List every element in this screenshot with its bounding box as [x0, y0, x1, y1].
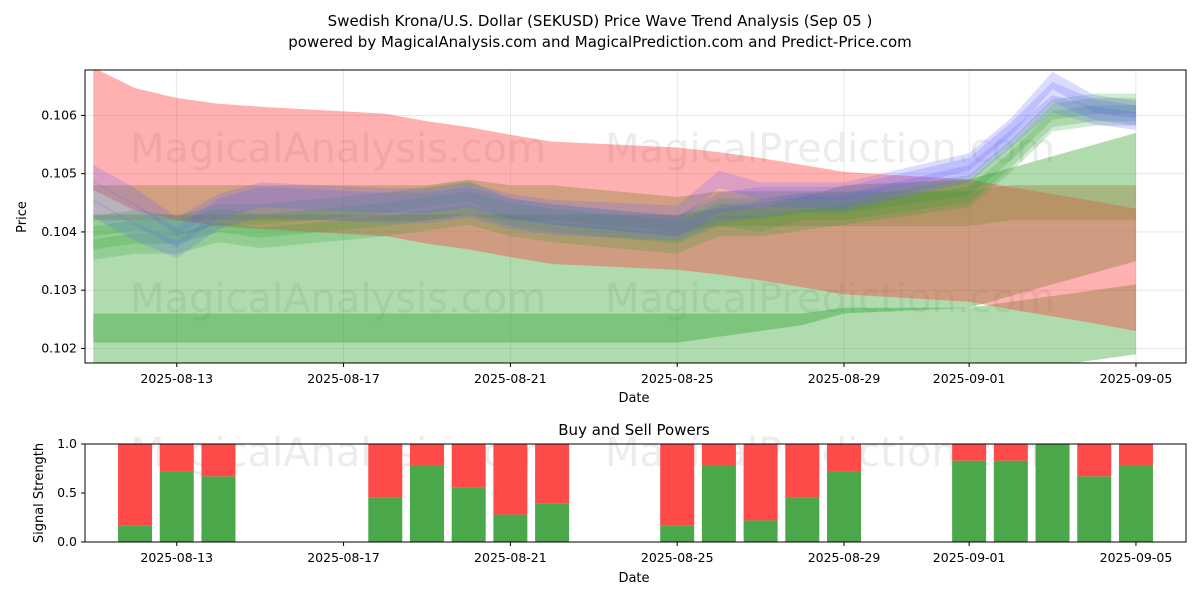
- signal-y-tick-label: 0.0: [57, 534, 77, 549]
- sell-bar: [409, 444, 444, 466]
- signal-x-tick-label: 2025-08-25: [641, 550, 714, 565]
- price-y-tick-label: 0.104: [41, 224, 77, 239]
- band-trend-channel-green--0: [93, 132, 1136, 343]
- price-y-tick-label: 0.102: [41, 340, 77, 355]
- signal-y-tick-label: 1.0: [57, 436, 77, 451]
- sell-bar: [952, 444, 987, 461]
- sell-bar: [660, 444, 695, 526]
- sell-bar: [701, 444, 736, 466]
- sell-bar: [201, 444, 236, 477]
- chart-title: Swedish Krona/U.S. Dollar (SEKUSD) Price…: [328, 12, 873, 30]
- price-x-tick-label: 2025-08-25: [641, 371, 714, 386]
- buy-bar: [1118, 465, 1153, 542]
- chart-subtitle: powered by MagicalAnalysis.com and Magic…: [288, 33, 912, 51]
- buy-bar: [493, 514, 528, 542]
- buy-bar: [118, 525, 153, 542]
- price-y-axis-label: Price: [15, 201, 30, 233]
- price-x-tick-label: 2025-08-21: [474, 371, 547, 386]
- band-trend-channel-red--0: [93, 70, 1136, 331]
- signal-title: Buy and Sell Powers: [558, 421, 710, 439]
- buy-bar: [451, 487, 486, 542]
- watermark-4: MagicalPrediction.com: [605, 276, 1055, 322]
- signal-x-axis-label: Date: [618, 571, 649, 586]
- signal-x-tick-label: 2025-09-05: [1100, 550, 1173, 565]
- price-x-axis-label: Date: [618, 391, 649, 406]
- signal-x-tick-label: 2025-08-29: [808, 550, 881, 565]
- signal-x-tick-label: 2025-08-17: [307, 550, 380, 565]
- price-plot-frame: [84, 69, 1187, 364]
- sell-bar: [785, 444, 820, 498]
- sell-bar: [159, 444, 194, 472]
- sell-bar: [535, 444, 570, 504]
- buy-bar: [1035, 444, 1070, 542]
- buy-bar: [159, 471, 194, 542]
- watermark-1: MagicalAnalysis.com: [130, 126, 546, 172]
- band-price-wave-green--1: [93, 93, 1136, 237]
- sell-bar: [743, 444, 778, 521]
- price-x-tick-label: 2025-09-05: [1100, 371, 1173, 386]
- price-x-tick-label: 2025-09-01: [933, 371, 1006, 386]
- price-x-tick-label: 2025-08-13: [140, 371, 213, 386]
- band-price-wave-blue--2: [93, 95, 1136, 259]
- buy-bar: [827, 471, 862, 542]
- buy-bar: [660, 525, 695, 542]
- signal-x-tick-label: 2025-08-13: [140, 550, 213, 565]
- band-price-wave-green--2: [93, 105, 1136, 260]
- buy-bar: [535, 503, 570, 542]
- signal-x-tick-label: 2025-09-01: [933, 550, 1006, 565]
- buy-bar: [701, 465, 736, 542]
- sell-bar: [493, 444, 528, 515]
- sell-bar: [368, 444, 403, 498]
- sell-bar: [993, 444, 1028, 461]
- watermark-2: MagicalPrediction.com: [605, 126, 1055, 172]
- sell-bar: [451, 444, 486, 488]
- buy-bar: [1077, 476, 1112, 542]
- buy-bar: [952, 460, 987, 542]
- signal-x-tick-label: 2025-08-21: [474, 550, 547, 565]
- signal-y-tick-label: 0.5: [57, 485, 77, 500]
- buy-bar: [785, 497, 820, 542]
- sell-bar: [827, 444, 862, 472]
- band-trend-channel-green--1: [93, 284, 1136, 363]
- watermarks: MagicalAnalysis.com MagicalPrediction.co…: [130, 126, 1055, 322]
- sell-bar: [1118, 444, 1153, 466]
- price-y-tick-label: 0.106: [41, 107, 77, 122]
- band-price-wave-green--0: [93, 98, 1136, 250]
- signal-panel: Buy and Sell Powers MagicalAnalysis.com …: [32, 421, 1187, 586]
- buy-bar: [201, 476, 236, 542]
- buy-bar: [409, 465, 444, 542]
- buy-bar: [368, 497, 403, 542]
- band-price-wave-blue--1: [93, 71, 1136, 235]
- sell-bar: [1077, 444, 1112, 477]
- price-y-tick-label: 0.105: [41, 166, 77, 181]
- price-y-tick-label: 0.103: [41, 282, 77, 297]
- watermark-3: MagicalAnalysis.com: [130, 276, 546, 322]
- buy-bar: [993, 460, 1028, 542]
- price-x-tick-label: 2025-08-29: [808, 371, 881, 386]
- sell-bar: [118, 444, 153, 526]
- band-price-wave-blue--0: [93, 81, 1136, 249]
- price-panel: MagicalAnalysis.com MagicalPrediction.co…: [15, 69, 1187, 406]
- buy-bar: [743, 520, 778, 542]
- signal-y-axis-label: Signal Strength: [32, 443, 47, 543]
- price-x-tick-label: 2025-08-17: [307, 371, 380, 386]
- band-overlap-band-olive--0: [93, 179, 1136, 232]
